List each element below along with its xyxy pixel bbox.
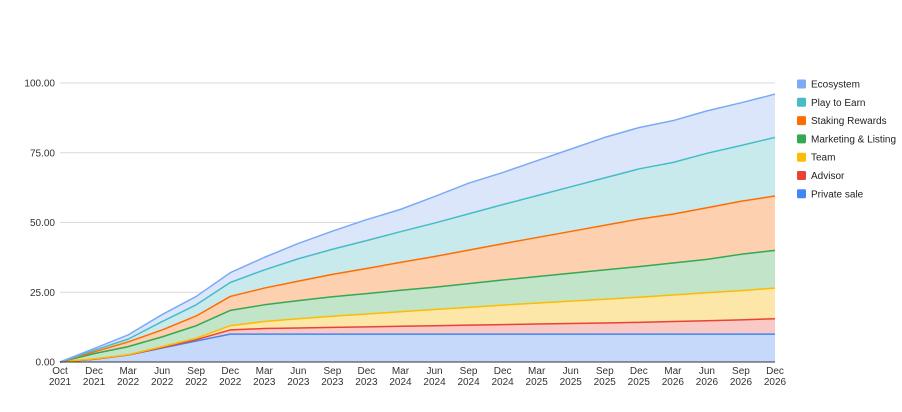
x-axis-ticks: Oct 2021 Dec 2021 Mar 2022 Jun 2022 Sep 2022 Dec 20… [49,366,787,388]
y-axis-ticks: 0.00 25.00 50.00 75.00 100.00 [24,79,55,369]
legend-swatch [797,116,806,126]
x-tick-label: Dec 2022 [219,366,242,388]
x-tick-label: Oct 2021 [49,366,72,388]
y-tick-label: 75.00 [30,148,55,159]
legend-swatch [797,79,806,89]
legend-item-private-sale: Private sale [797,189,864,200]
line-marketing-listing [59,249,776,363]
x-tick-label: Sep 2022 [185,366,208,388]
y-tick-label: 0.00 [36,358,56,369]
y-tick-label: 100.00 [24,79,55,90]
legend-item-play-to-earn: Play to Earn [797,97,865,109]
x-tick-label: Jun 2026 [696,366,719,388]
legend-label: Advisor [811,171,845,182]
x-tick-label: Mar 2023 [253,366,276,388]
line-ecosystem [59,93,776,363]
x-tick-label: Sep 2025 [594,366,617,388]
y-tick-label: 50.00 [30,218,55,229]
legend-swatch [797,152,806,162]
legend-swatch [797,171,806,180]
x-tick-label: Jun 2025 [560,366,583,388]
x-tick-label: Dec 2026 [764,366,787,388]
legend-label: Play to Earn [811,98,865,109]
x-tick-label: Sep 2026 [730,366,753,388]
x-tick-label: Dec 2025 [628,366,651,388]
series-lines [59,93,776,363]
legend-item-team: Team [797,152,835,164]
line-staking-rewards [59,195,776,363]
legend-label: Private sale [811,189,864,200]
y-tick-label: 25.00 [30,288,55,299]
area-staking-rewards [60,195,775,362]
legend-swatch [797,189,806,199]
x-tick-label: Mar 2024 [389,366,412,388]
area-team [60,288,775,362]
x-tick-label: Mar 2025 [526,366,549,388]
legend-item-marketing-listing: Marketing & Listing [797,134,896,145]
x-tick-label: Dec 2024 [491,366,514,388]
x-tick-label: Mar 2022 [117,366,140,388]
line-private-sale [59,333,775,363]
line-team [59,287,776,363]
line-play-to-earn [59,136,776,363]
x-tick-label: Mar 2026 [662,366,685,388]
x-tick-label: Jun 2023 [287,366,310,388]
line-advisor [59,318,776,363]
x-tick-label: Jun 2024 [423,366,446,388]
legend: Ecosystem Play to Earn Staking Rewards Mark… [797,79,896,200]
area-play-to-earn [60,137,775,362]
x-tick-label: Dec 2023 [355,366,378,388]
legend-label: Ecosystem [811,80,860,91]
area-private-sale [60,334,775,362]
legend-item-ecosystem: Ecosystem [797,79,860,91]
legend-label: Staking Rewards [811,116,887,127]
legend-swatch [797,134,806,144]
series-areas [60,94,775,362]
x-tick-label: Dec 2021 [83,366,106,388]
legend-label: Team [811,153,835,164]
legend-swatch [797,97,806,107]
area-marketing-listing [60,250,775,362]
area-ecosystem [60,94,775,362]
x-tick-label: Jun 2022 [151,366,174,388]
legend-item-staking-rewards: Staking Rewards [797,116,887,127]
x-tick-label: Sep 2024 [457,366,480,388]
x-tick-label: Sep 2023 [321,366,344,388]
legend-label: Marketing & Listing [811,134,896,145]
legend-item-advisor: Advisor [797,171,845,182]
